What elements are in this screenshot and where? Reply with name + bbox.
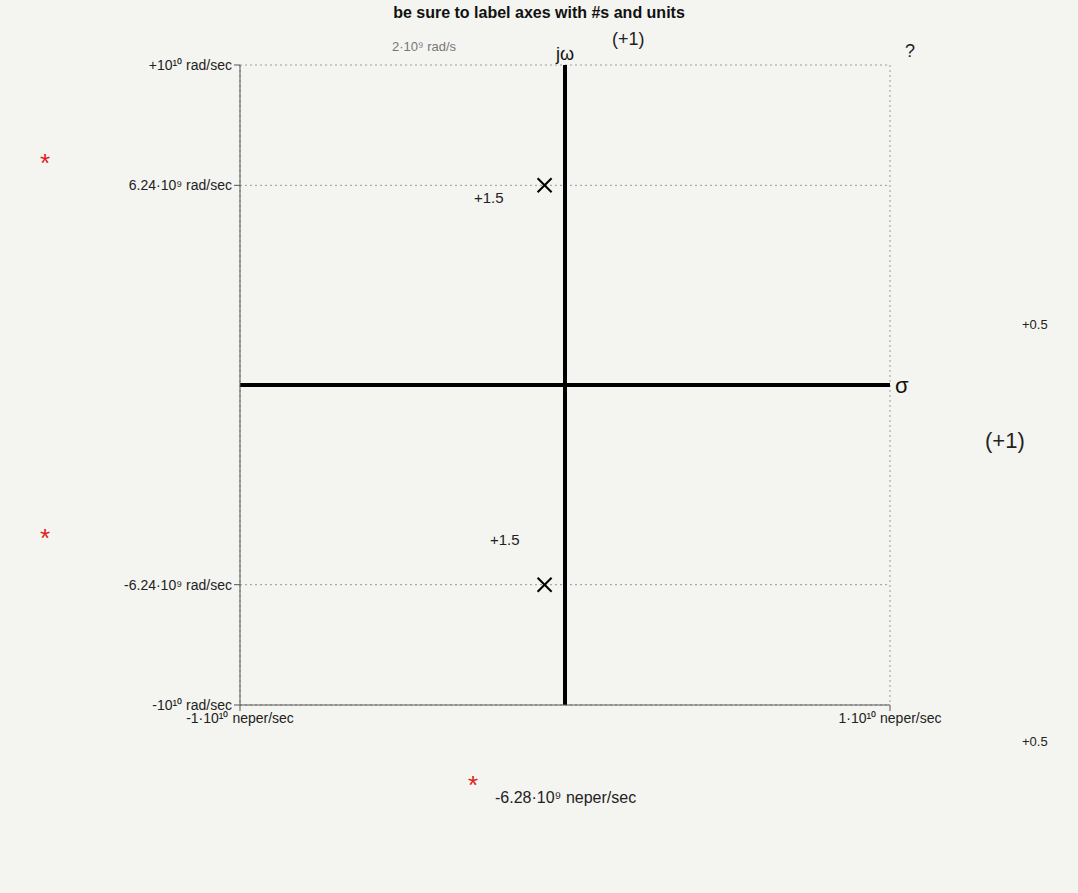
svg-text:-10¹⁰ rad/sec: -10¹⁰ rad/sec <box>152 697 232 713</box>
svg-text:+10¹⁰ rad/sec: +10¹⁰ rad/sec <box>149 57 232 73</box>
html-text:2·10⁹ rad/s: 2·10⁹ rad/s <box>392 39 457 54</box>
html-text:(+1): (+1) <box>985 428 1025 453</box>
html-text:+0.5: +0.5 <box>1022 317 1048 332</box>
svg-text:jω: jω <box>555 44 574 64</box>
html-text:(+1): (+1) <box>612 29 645 49</box>
svg-text:1·10¹⁰ neper/sec: 1·10¹⁰ neper/sec <box>838 710 941 726</box>
svg-text:-6.24·10⁹ rad/sec: -6.24·10⁹ rad/sec <box>124 577 232 593</box>
svg-text:6.24·10⁹ rad/sec: 6.24·10⁹ rad/sec <box>129 177 232 193</box>
html-text:be sure to label axes with #s: be sure to label axes with #s and units <box>393 4 685 21</box>
svg-text:σ: σ <box>895 373 909 398</box>
html-text:+1.5: +1.5 <box>474 189 504 206</box>
svg-text:-1·10¹⁰ neper/sec: -1·10¹⁰ neper/sec <box>186 709 294 726</box>
html-text:+0.5: +0.5 <box>1022 734 1048 749</box>
html-text:-6.28·10⁹ neper/sec: -6.28·10⁹ neper/sec <box>495 789 637 806</box>
html-text:+1.5: +1.5 <box>490 531 520 548</box>
